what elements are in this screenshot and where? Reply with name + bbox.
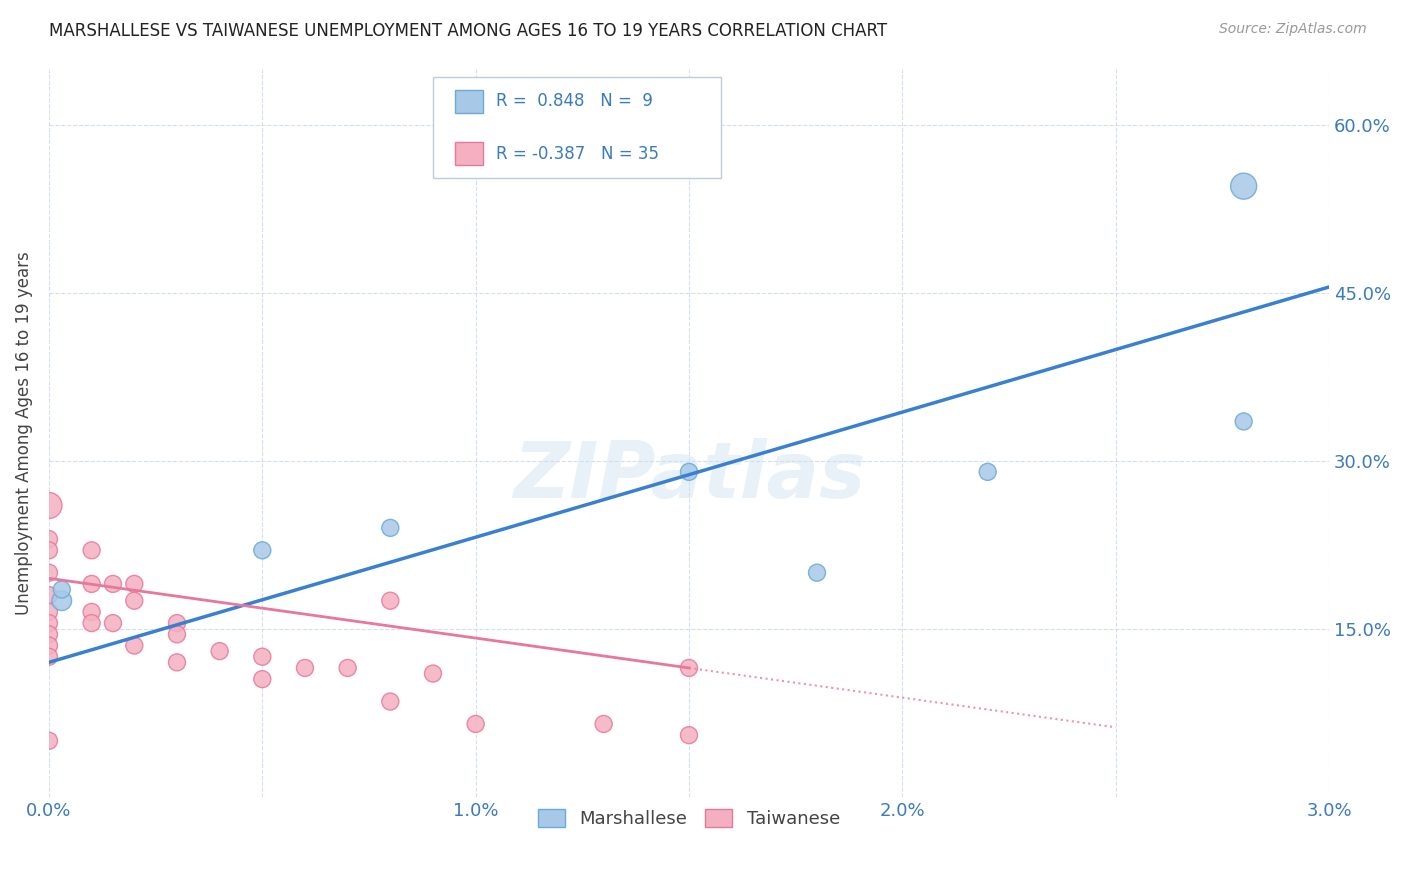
Point: [380, 694, 402, 708]
Point: [38, 532, 60, 546]
Point: [51, 582, 73, 597]
Text: R =  0.848   N =  9: R = 0.848 N = 9: [496, 92, 652, 111]
Point: [380, 521, 402, 535]
FancyBboxPatch shape: [454, 89, 482, 113]
Point: [80, 577, 103, 591]
Point: [464, 717, 486, 731]
Legend: Marshallese, Taiwanese: Marshallese, Taiwanese: [530, 801, 848, 835]
Point: [38, 605, 60, 619]
Point: [806, 566, 828, 580]
Point: [38, 616, 60, 631]
Point: [38, 649, 60, 664]
FancyBboxPatch shape: [454, 142, 482, 165]
Y-axis label: Unemployment Among Ages 16 to 19 years: Unemployment Among Ages 16 to 19 years: [15, 251, 32, 615]
Point: [422, 666, 444, 681]
Point: [124, 577, 146, 591]
Point: [294, 661, 316, 675]
Text: MARSHALLESE VS TAIWANESE UNEMPLOYMENT AMONG AGES 16 TO 19 YEARS CORRELATION CHAR: MARSHALLESE VS TAIWANESE UNEMPLOYMENT AM…: [49, 22, 887, 40]
Text: R = -0.387   N = 35: R = -0.387 N = 35: [496, 145, 658, 162]
Point: [80, 616, 103, 631]
Point: [380, 593, 402, 607]
Point: [124, 639, 146, 653]
Point: [1233, 179, 1256, 194]
Point: [80, 605, 103, 619]
Point: [252, 672, 274, 686]
Point: [101, 577, 124, 591]
Point: [336, 661, 359, 675]
Point: [101, 616, 124, 631]
Point: [38, 543, 60, 558]
Point: [38, 639, 60, 653]
Point: [166, 627, 188, 641]
Point: [1233, 414, 1256, 428]
Point: [124, 593, 146, 607]
Point: [976, 465, 998, 479]
FancyBboxPatch shape: [433, 78, 721, 178]
Point: [38, 499, 60, 513]
Point: [51, 593, 73, 607]
Point: [38, 733, 60, 747]
Text: Source: ZipAtlas.com: Source: ZipAtlas.com: [1219, 22, 1367, 37]
Point: [592, 717, 614, 731]
Point: [208, 644, 231, 658]
Point: [38, 627, 60, 641]
Point: [38, 588, 60, 602]
Point: [252, 649, 274, 664]
Point: [678, 728, 700, 742]
Text: ZIPatlas: ZIPatlas: [513, 438, 865, 515]
Point: [166, 616, 188, 631]
Point: [38, 566, 60, 580]
Point: [166, 656, 188, 670]
Point: [678, 661, 700, 675]
Point: [80, 543, 103, 558]
Point: [678, 465, 700, 479]
Point: [252, 543, 274, 558]
